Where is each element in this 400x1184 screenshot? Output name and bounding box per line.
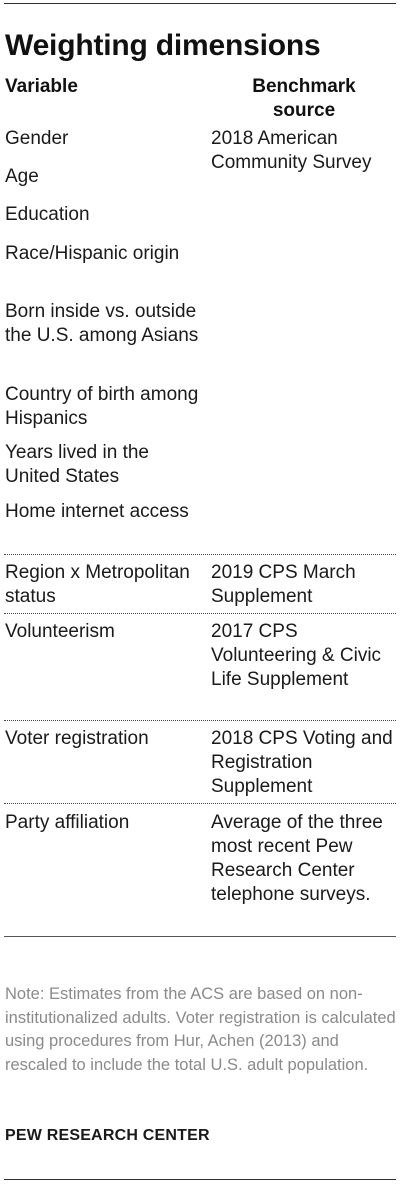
source-cps-march: 2019 CPS March Supplement — [211, 562, 356, 607]
source-pew-telephone: Average of the three most recent Pew Res… — [211, 812, 383, 905]
variable-age: Age — [5, 166, 39, 187]
column-header-source-line2: source — [272, 100, 336, 121]
variable-gender: Gender — [5, 128, 69, 149]
figure-note: Note: Estimates from the ACS are based o… — [5, 985, 396, 1074]
row-divider — [4, 720, 396, 721]
variable-born-inside-outside: Born inside vs. outside the U.S. among A… — [5, 301, 199, 346]
variable-country-of-birth: Country of birth among Hispanics — [5, 384, 199, 429]
source-acs: 2018 American Community Survey — [211, 128, 372, 173]
row-divider — [4, 803, 396, 804]
column-header-source: Benchmark source — [212, 75, 396, 123]
column-header-variable: Variable — [5, 76, 78, 97]
column-header-source-line1: Benchmark — [252, 76, 356, 97]
source-cps-voting: 2018 CPS Voting and Registration Supplem… — [211, 728, 393, 797]
top-rule — [4, 3, 396, 4]
variable-education: Education — [5, 204, 90, 225]
table-bottom-rule — [4, 936, 396, 937]
variable-years-lived: Years lived in the United States — [5, 442, 150, 487]
source-cps-volunteering: 2017 CPS Volunteering & Civic Life Suppl… — [211, 621, 382, 690]
row-divider — [4, 613, 396, 614]
source-credit: PEW RESEARCH CENTER — [5, 1127, 210, 1144]
variable-race-hispanic-origin: Race/Hispanic origin — [5, 243, 180, 264]
variable-home-internet: Home internet access — [5, 501, 189, 522]
row-divider — [4, 554, 396, 555]
variable-party-affiliation: Party affiliation — [5, 812, 130, 833]
variable-volunteerism: Volunteerism — [5, 621, 115, 642]
variable-region-metro: Region x Metropolitan status — [5, 562, 190, 607]
figure-title: Weighting dimensions — [5, 29, 321, 62]
variable-voter-registration: Voter registration — [5, 728, 149, 749]
bottom-rule — [4, 1179, 396, 1180]
